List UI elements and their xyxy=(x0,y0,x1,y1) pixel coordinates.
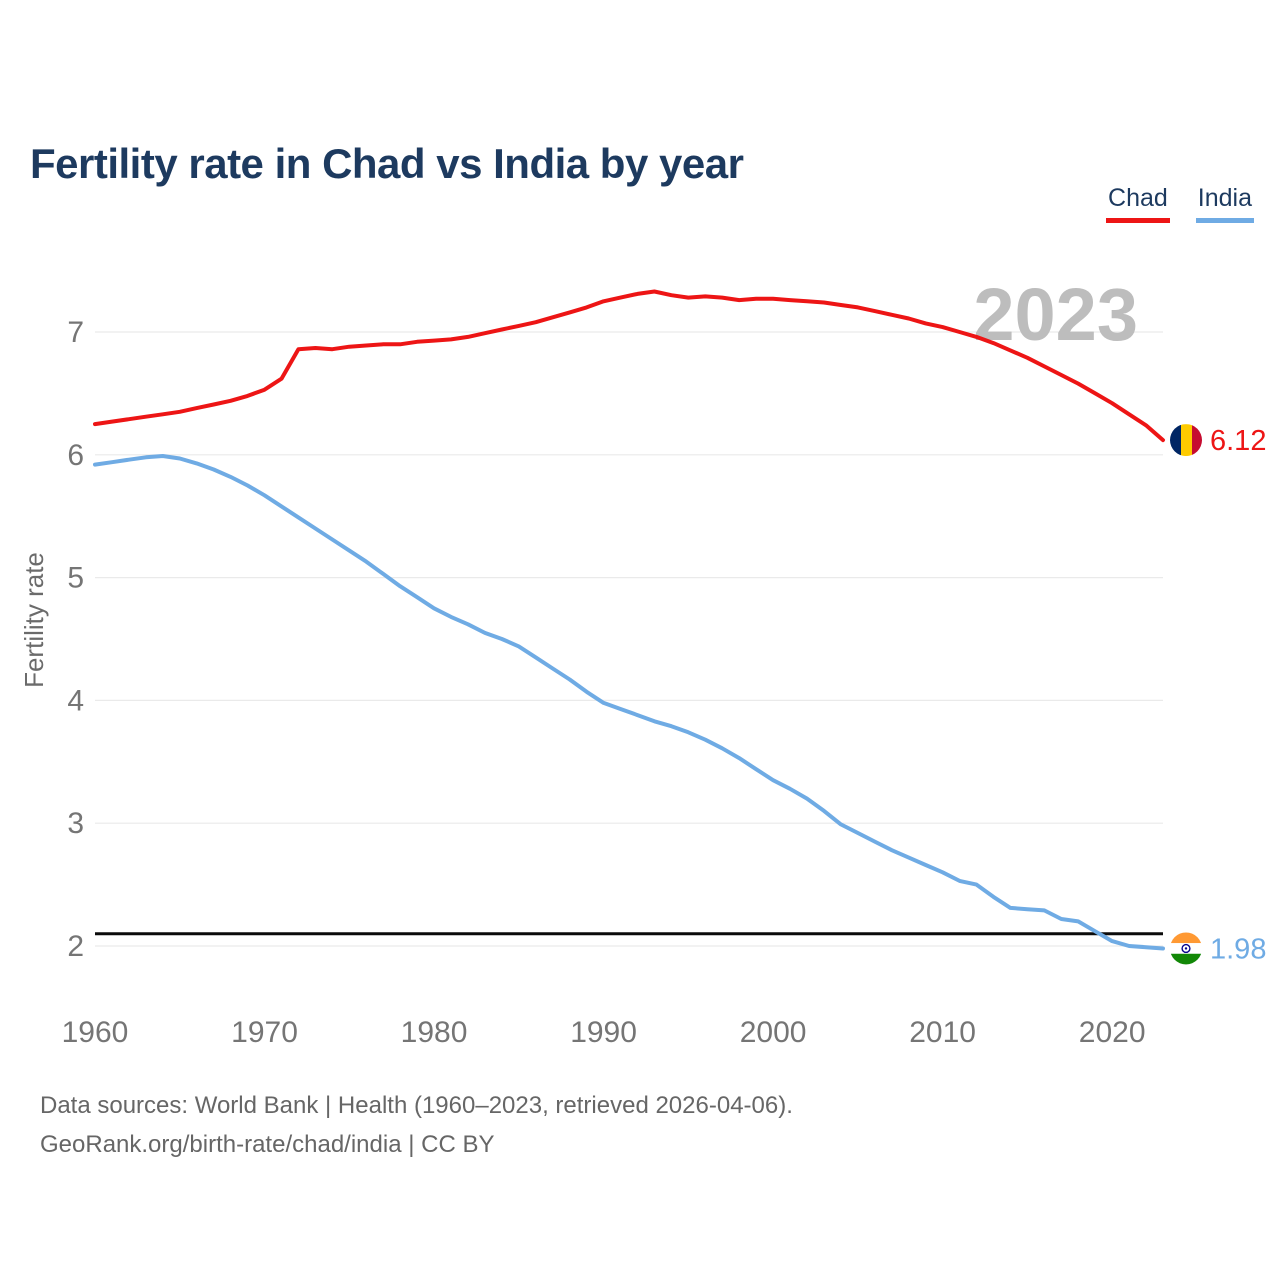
x-tick-label: 1980 xyxy=(401,1016,468,1049)
y-axis-tick-labels: 2 3 4 5 6 7 xyxy=(67,316,84,963)
x-tick-label: 2000 xyxy=(740,1016,807,1049)
legend-item-chad[interactable]: Chad xyxy=(1106,184,1170,223)
legend-label-chad: Chad xyxy=(1108,184,1168,212)
legend-item-india[interactable]: India xyxy=(1195,184,1254,223)
y-tick-label: 2 xyxy=(67,930,84,963)
gridlines xyxy=(95,331,1163,947)
y-tick-label: 3 xyxy=(67,807,84,840)
footer: Data sources: World Bank | Health (1960–… xyxy=(40,1086,793,1164)
chart-title: Fertility rate in Chad vs India by year xyxy=(30,140,744,188)
x-tick-label: 1990 xyxy=(570,1016,637,1049)
y-tick-label: 6 xyxy=(67,439,84,472)
footer-attribution-line: GeoRank.org/birth-rate/chad/india | CC B… xyxy=(40,1131,495,1158)
legend: Chad India xyxy=(1106,184,1254,223)
x-tick-label: 2020 xyxy=(1079,1016,1146,1049)
x-tick-label: 1970 xyxy=(231,1016,298,1049)
legend-label-india: India xyxy=(1197,184,1252,212)
chad-line[interactable] xyxy=(93,289,1165,443)
y-tick-label: 5 xyxy=(67,562,84,595)
y-axis-title: Fertility rate xyxy=(19,552,49,688)
x-axis-tick-labels: 1960 1970 1980 1990 2000 2010 2020 xyxy=(62,1016,1146,1049)
footer-source-line: Data sources: World Bank | Health (1960–… xyxy=(40,1092,793,1119)
india-line[interactable] xyxy=(93,454,1165,951)
india-flag-icon xyxy=(1170,932,1202,965)
chad-end-value-label: 6.12 xyxy=(1210,425,1266,457)
y-tick-label: 7 xyxy=(67,316,84,349)
y-tick-label: 4 xyxy=(67,684,84,717)
watermark-year: 2023 xyxy=(973,273,1138,356)
chad-flag-icon xyxy=(1170,424,1202,457)
x-tick-label: 1960 xyxy=(62,1016,129,1049)
india-end-value-label: 1.98 xyxy=(1210,933,1266,965)
x-tick-label: 2010 xyxy=(909,1016,976,1049)
